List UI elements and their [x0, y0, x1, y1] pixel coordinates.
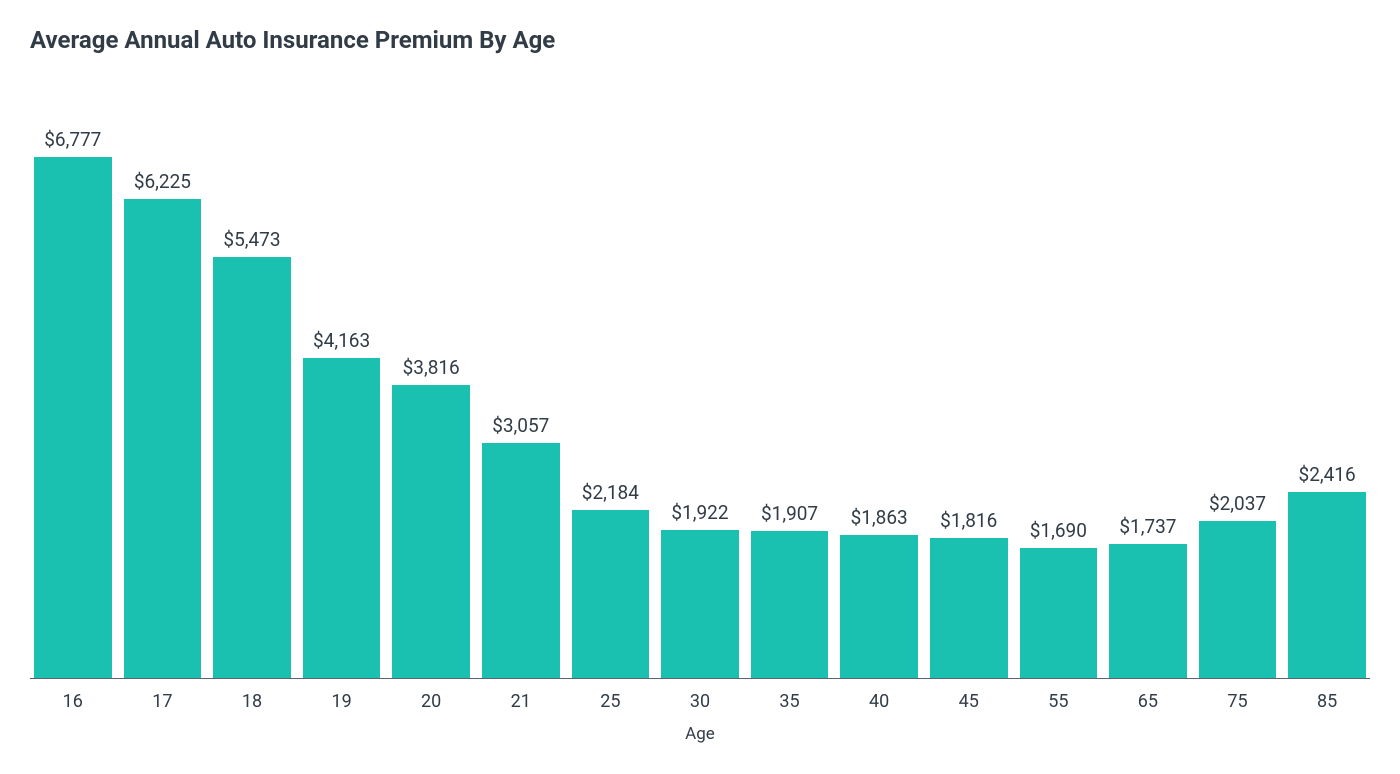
bar	[213, 257, 291, 678]
x-axis-tick-label: 18	[213, 691, 291, 712]
bar-slot: $5,473	[213, 86, 291, 678]
bar	[840, 535, 918, 678]
x-axis-tick-label: 21	[482, 691, 560, 712]
bar-slot: $1,690	[1020, 86, 1098, 678]
bar-value-label: $1,690	[1030, 519, 1087, 542]
bar	[1199, 521, 1277, 678]
bar-slot: $3,816	[392, 86, 470, 678]
x-axis-labels: 16 17 18 19 20 21 25 30 35 40 45 55 65 75 85	[30, 691, 1370, 712]
bar-slot: $6,777	[34, 86, 112, 678]
bars-region: $6,777 $6,225 $5,473 $4,163 $3,816 $3,057 $2,1…	[30, 86, 1370, 679]
bar-slot: $1,816	[930, 86, 1008, 678]
bar-value-label: $6,777	[44, 128, 101, 151]
bar	[572, 510, 650, 678]
bar	[751, 531, 829, 678]
chart-title: Average Annual Auto Insurance Premium By…	[30, 26, 1370, 54]
x-axis-tick-label: 85	[1288, 691, 1366, 712]
x-axis-tick-label: 20	[392, 691, 470, 712]
bar-slot: $2,037	[1199, 86, 1277, 678]
bar	[124, 199, 202, 678]
bar-slot: $3,057	[482, 86, 560, 678]
x-axis-tick-label: 30	[661, 691, 739, 712]
bar-value-label: $1,737	[1119, 515, 1176, 538]
bar	[392, 385, 470, 678]
bar	[1109, 544, 1187, 678]
x-axis-tick-label: 25	[572, 691, 650, 712]
bar-value-label: $2,037	[1209, 492, 1266, 515]
x-axis-tick-label: 75	[1199, 691, 1277, 712]
bar-value-label: $1,816	[940, 509, 997, 532]
bar-value-label: $6,225	[134, 170, 191, 193]
bar	[930, 538, 1008, 678]
bar-value-label: $2,416	[1299, 463, 1356, 486]
bar-slot: $4,163	[303, 86, 381, 678]
bar-slot: $2,184	[572, 86, 650, 678]
x-axis-tick-label: 40	[840, 691, 918, 712]
x-axis-tick-label: 65	[1109, 691, 1187, 712]
x-axis-tick-label: 16	[34, 691, 112, 712]
bar-value-label: $1,922	[671, 501, 728, 524]
bar-value-label: $4,163	[313, 329, 370, 352]
bar-slot: $6,225	[124, 86, 202, 678]
bar	[1020, 548, 1098, 678]
bar-slot: $1,907	[751, 86, 829, 678]
x-axis-title: Age	[30, 724, 1370, 744]
x-axis-tick-label: 55	[1020, 691, 1098, 712]
x-axis-tick-label: 19	[303, 691, 381, 712]
bar	[303, 358, 381, 678]
bar	[1288, 492, 1366, 678]
chart-area: $6,777 $6,225 $5,473 $4,163 $3,816 $3,057 $2,1…	[30, 86, 1370, 744]
x-axis-tick-label: 35	[751, 691, 829, 712]
bar-slot: $1,922	[661, 86, 739, 678]
bar	[482, 443, 560, 678]
bar	[34, 157, 112, 678]
bar-value-label: $3,816	[403, 356, 460, 379]
x-axis-tick-label: 17	[124, 691, 202, 712]
bar-slot: $2,416	[1288, 86, 1366, 678]
bar-slot: $1,737	[1109, 86, 1187, 678]
bar-slot: $1,863	[840, 86, 918, 678]
chart-container: Average Annual Auto Insurance Premium By…	[30, 26, 1370, 744]
x-axis-tick-label: 45	[930, 691, 1008, 712]
bar-value-label: $1,907	[761, 502, 818, 525]
bar-value-label: $3,057	[492, 414, 549, 437]
bar-value-label: $1,863	[851, 506, 908, 529]
bar	[661, 530, 739, 678]
bar-value-label: $5,473	[223, 228, 280, 251]
bar-value-label: $2,184	[582, 481, 639, 504]
